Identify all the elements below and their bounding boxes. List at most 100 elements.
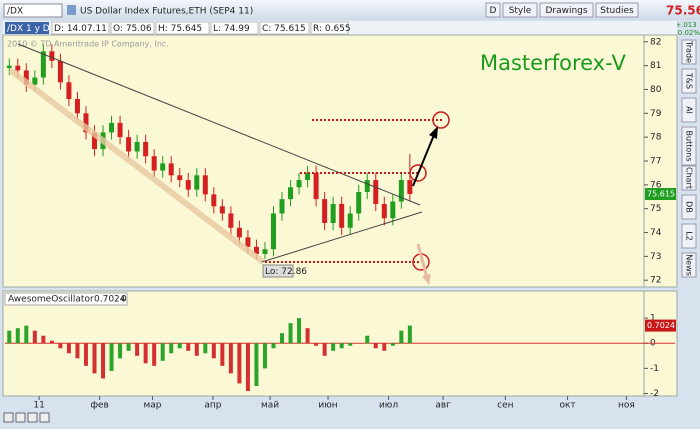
side-tab[interactable]	[681, 97, 697, 123]
candle-body	[32, 77, 38, 85]
osc-bar	[66, 343, 71, 354]
toolbar-button[interactable]	[595, 2, 639, 18]
osc-bar	[126, 343, 131, 351]
candle-body	[288, 187, 294, 200]
candle-body	[168, 163, 174, 176]
header-field: H: 75.645	[158, 24, 202, 34]
candle-body	[40, 51, 46, 78]
side-tab-label: DB	[685, 201, 694, 213]
copyright: 2010 © TD Ameritrade IP Company, Inc.	[7, 40, 169, 49]
osc-bar	[75, 343, 80, 359]
candle-body	[117, 122, 123, 138]
symbol-box[interactable]	[3, 3, 63, 18]
candle-body	[339, 203, 345, 228]
candle-body	[109, 122, 115, 133]
drawings	[8, 43, 450, 285]
candle-body	[151, 156, 157, 171]
y-tick-label: 75	[650, 204, 661, 214]
y-tick-label: 82	[650, 37, 661, 47]
header-field: O: 75.06	[113, 24, 152, 34]
info-icon[interactable]	[67, 5, 76, 15]
candle-body	[177, 175, 183, 181]
candle-body	[313, 172, 319, 200]
osc-bar	[24, 325, 29, 344]
osc-bar	[339, 343, 344, 349]
candle-body	[143, 141, 149, 157]
osc-bar	[58, 343, 63, 349]
candle-body	[364, 180, 370, 192]
candle-body	[202, 175, 208, 195]
candle-body	[347, 213, 353, 228]
side-tab[interactable]	[681, 165, 697, 191]
side-tab[interactable]	[681, 223, 697, 249]
candle-body	[194, 175, 200, 190]
candle-body	[66, 82, 72, 99]
side-tab-label: Trade	[685, 40, 694, 63]
osc-bar	[399, 330, 404, 344]
x-tick-label: 11	[33, 401, 44, 411]
osc-bar	[254, 343, 259, 386]
candle-body	[245, 237, 251, 247]
osc-bar	[92, 343, 97, 374]
osc-bar	[262, 343, 267, 369]
toolbar-button[interactable]	[485, 2, 501, 18]
candle-body	[160, 163, 166, 171]
side-tab[interactable]	[681, 39, 697, 65]
osc-bar	[297, 318, 302, 344]
candle-body	[381, 203, 387, 219]
candle-body	[23, 70, 29, 85]
osc-bar	[135, 343, 140, 356]
side-tab[interactable]	[681, 126, 697, 166]
x-tick-label: июл	[379, 401, 398, 411]
price-tag	[645, 188, 676, 201]
x-tick-label: сен	[497, 401, 513, 411]
toolbar-button[interactable]	[502, 2, 538, 18]
candle-body	[373, 180, 379, 204]
osc-bar	[101, 343, 106, 379]
candle-body	[91, 132, 97, 150]
header-field-box	[310, 21, 349, 35]
candle-body	[236, 227, 242, 238]
description: US Dollar Index Futures,ETH (SEP4 11)	[80, 7, 253, 17]
osc-bar	[314, 343, 319, 346]
y-tick-label: 72	[650, 276, 661, 286]
price-axis	[643, 34, 678, 288]
x-tick-label: окт	[559, 401, 575, 411]
y-tick-label: 1	[650, 314, 656, 324]
y-tick-label: 74	[650, 228, 662, 238]
osc-bar	[118, 343, 123, 359]
header-field-box	[210, 21, 259, 35]
osc-bar	[49, 340, 54, 344]
toolbar-button-label: D	[490, 6, 497, 16]
toolbar-button[interactable]	[539, 2, 594, 18]
osc-bar	[271, 343, 276, 349]
osc-bar	[348, 343, 353, 346]
side-tab[interactable]	[681, 68, 697, 94]
change-pct: +0.02%	[672, 29, 700, 37]
candle-body	[270, 213, 276, 250]
osc-bar	[382, 343, 387, 351]
candle-body	[322, 199, 328, 223]
candle-body	[228, 213, 234, 228]
candle-body	[15, 65, 21, 71]
candle-body	[49, 51, 55, 61]
period-box[interactable]	[5, 22, 49, 34]
y-tick-label: 77	[650, 157, 661, 167]
candle-body	[57, 60, 63, 83]
osc-bar	[280, 333, 285, 344]
candle-body	[390, 201, 396, 219]
x-tick-label: апр	[204, 401, 221, 411]
osc-bar	[169, 343, 174, 354]
osc-bar	[203, 343, 208, 354]
last-price: 75.56	[666, 4, 700, 18]
x-tick-label: авг	[435, 401, 451, 411]
side-tab-label: News	[685, 254, 694, 276]
y-tick-label: 78	[650, 133, 662, 143]
y-tick-label: 81	[650, 61, 661, 71]
header-field: L: 74.99	[213, 24, 250, 34]
side-tab[interactable]	[681, 252, 697, 278]
side-tab[interactable]	[681, 194, 697, 220]
side-tab-label: AI	[685, 106, 694, 114]
osc-bar	[152, 343, 157, 366]
candle-body	[134, 141, 140, 152]
